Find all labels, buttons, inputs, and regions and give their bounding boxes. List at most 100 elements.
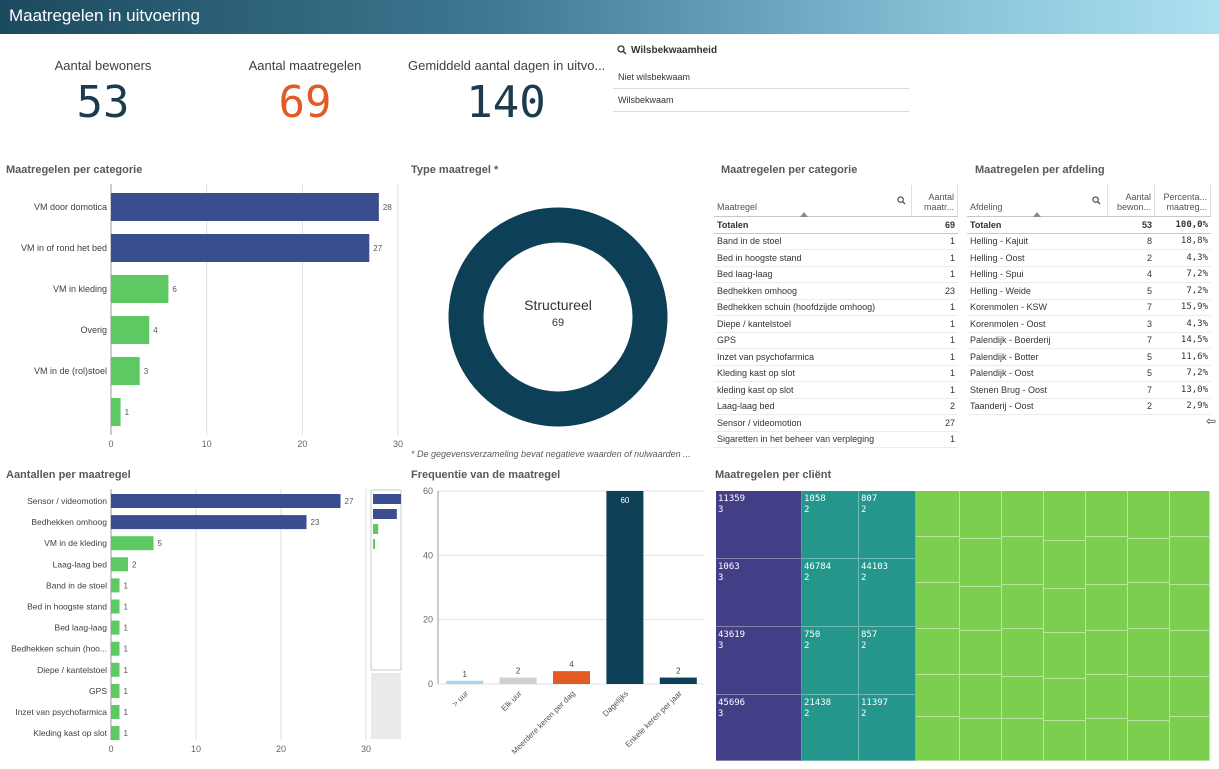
treemap-cell[interactable] xyxy=(916,675,960,717)
treemap-cell[interactable] xyxy=(916,491,960,537)
table-row[interactable]: Korenmolen - Oost 3 4,3% xyxy=(967,316,1211,333)
treemap-cell[interactable] xyxy=(960,631,1002,675)
treemap-cell[interactable] xyxy=(1170,677,1210,717)
treemap-cell[interactable] xyxy=(1002,585,1044,629)
table-row[interactable]: Palendijk - Boerderij 7 14,5% xyxy=(967,333,1211,349)
treemap-cell[interactable] xyxy=(1128,491,1170,539)
treemap-cell[interactable]: 46784 2 xyxy=(802,559,859,627)
treemap-cell[interactable] xyxy=(1170,537,1210,585)
treemap-cell[interactable]: 21438 2 xyxy=(802,695,859,761)
table-row[interactable]: Helling - Spui 4 7,2% xyxy=(967,267,1211,283)
table-row[interactable]: GPS 1 xyxy=(714,333,958,349)
treemap-cell[interactable] xyxy=(1044,541,1086,589)
treemap-cell[interactable] xyxy=(916,583,960,629)
col-maatregel[interactable]: Maatregel xyxy=(714,185,912,217)
treemap-cell[interactable] xyxy=(1002,629,1044,677)
cat-table[interactable]: Maatregel Aantal maatr... Totalen 69 Ban… xyxy=(714,185,958,448)
kpi-aantal-bewoners[interactable]: Aantal bewoners 53 xyxy=(30,58,176,127)
treemap-cell[interactable] xyxy=(916,717,960,761)
table-row[interactable]: Sensor / videomotion 27 xyxy=(714,415,958,432)
treemap-cell[interactable]: 43619 3 xyxy=(716,627,802,695)
search-icon[interactable] xyxy=(1092,196,1101,205)
treemap-cell[interactable] xyxy=(1002,537,1044,585)
treemap-cell[interactable] xyxy=(960,719,1002,761)
treemap-cell[interactable] xyxy=(1170,717,1210,761)
treemap-cell[interactable] xyxy=(960,539,1002,587)
treemap-cell[interactable] xyxy=(1086,491,1128,537)
col-percentage[interactable]: Percenta... maatreg... xyxy=(1155,185,1211,216)
treemap-cell[interactable]: 807 2 xyxy=(859,491,916,559)
treemap-cell[interactable] xyxy=(1044,721,1086,761)
treemap-cell[interactable] xyxy=(1002,719,1044,761)
treemap-cell[interactable] xyxy=(1170,585,1210,631)
treemap-cell[interactable] xyxy=(1002,491,1044,537)
table-row[interactable]: Helling - Oost 2 4,3% xyxy=(967,250,1211,267)
table-row[interactable]: Korenmolen - KSW 7 15,9% xyxy=(967,300,1211,316)
cat-bar-chart[interactable]: 0 10 20 30 VM door domotica 28 VM in of rond h… xyxy=(0,180,405,460)
table-row[interactable]: Bed in hoogste stand 1 xyxy=(714,250,958,267)
table-row[interactable]: kleding kast op slot 1 xyxy=(714,382,958,399)
kpi-gemiddeld-aantal-dagen[interactable]: Gemiddeld aantal dagen in uitvo... 140 xyxy=(408,58,604,127)
col-aantal[interactable]: Aantal maatr... xyxy=(912,185,958,216)
treemap-cell[interactable]: 45696 3 xyxy=(716,695,802,761)
treemap-cell[interactable] xyxy=(1086,719,1128,761)
treemap-cell[interactable] xyxy=(1170,631,1210,677)
table-row[interactable]: Bedhekken omhoog 23 xyxy=(714,283,958,300)
treemap-cell[interactable]: 11359 3 xyxy=(716,491,802,559)
treemap-cell[interactable] xyxy=(1086,585,1128,631)
filter-wilsbekwaamheid[interactable]: Wilsbekwaamheid Niet wilsbekwaam Wilsbek… xyxy=(613,40,909,112)
table-row[interactable]: Band in de stoel 1 xyxy=(714,234,958,250)
treemap-cell[interactable] xyxy=(960,491,1002,539)
treemap-cell[interactable] xyxy=(1086,631,1128,675)
search-icon[interactable] xyxy=(897,196,906,205)
table-row[interactable]: Palendijk - Oost 5 7,2% xyxy=(967,366,1211,382)
treemap-cell[interactable] xyxy=(1128,583,1170,629)
aantal-bar-chart[interactable]: 0 10 20 30 Sensor / videomotion 27 Bedhekken o… xyxy=(0,485,405,765)
treemap-green-area[interactable] xyxy=(916,491,1210,761)
treemap-cell[interactable] xyxy=(1044,633,1086,679)
treemap-cell[interactable] xyxy=(960,587,1002,631)
treemap-cell[interactable] xyxy=(1128,539,1170,583)
table-row[interactable]: Helling - Weide 5 7,2% xyxy=(967,283,1211,300)
table-row[interactable]: Inzet van psychofarmica 1 xyxy=(714,349,958,366)
filter-header[interactable]: Wilsbekwaamheid xyxy=(613,40,909,60)
table-row[interactable]: Diepe / kantelstoel 1 xyxy=(714,316,958,333)
table-row[interactable]: Helling - Kajuit 8 18,8% xyxy=(967,234,1211,250)
treemap-cell[interactable]: 1063 3 xyxy=(716,559,802,627)
table-row[interactable]: Taanderij - Oost 2 2,9% xyxy=(967,399,1211,415)
table-row[interactable]: Bedhekken schuin (hoofdzijde omhoog) 1 xyxy=(714,300,958,316)
table-row[interactable]: Palendijk - Botter 5 11,6% xyxy=(967,349,1211,366)
freq-bar-chart[interactable]: 0 20 40 60 1 > uur 2 Elk uur 4 Meerdere keren per… xyxy=(410,485,710,765)
treemap-cell[interactable] xyxy=(1128,677,1170,721)
client-treemap[interactable]: 11359 3 1058 2 807 2 1063 3 46784 2 44103 2 43619 3 75… xyxy=(716,491,1210,761)
treemap-cell[interactable] xyxy=(1044,589,1086,633)
treemap-cell[interactable]: 857 2 xyxy=(859,627,916,695)
treemap-cell[interactable] xyxy=(960,675,1002,719)
table-row[interactable]: Sigaretten in het beheer van verpleging 1 xyxy=(714,432,958,448)
kpi-aantal-maatregelen[interactable]: Aantal maatregelen 69 xyxy=(232,58,378,127)
filter-item[interactable]: Niet wilsbekwaam xyxy=(613,66,909,89)
treemap-cell[interactable]: 11397 2 xyxy=(859,695,916,761)
afd-table[interactable]: Afdeling Aantal bewon... Percenta... maa… xyxy=(967,185,1211,415)
table-row[interactable]: Laag-laag bed 2 xyxy=(714,399,958,415)
treemap-cell[interactable] xyxy=(1002,677,1044,719)
treemap-cell[interactable] xyxy=(1086,675,1128,719)
table-row[interactable]: Kleding kast op slot 1 xyxy=(714,366,958,382)
col-aantal-bewoners[interactable]: Aantal bewon... xyxy=(1108,185,1155,216)
treemap-cell[interactable] xyxy=(1086,537,1128,585)
treemap-cell[interactable] xyxy=(1128,629,1170,677)
table-row[interactable]: Bed laag-laag 1 xyxy=(714,267,958,283)
treemap-cell[interactable]: 44103 2 xyxy=(859,559,916,627)
donut-chart[interactable]: Structureel 69 xyxy=(410,180,710,450)
filter-item[interactable]: Wilsbekwaam xyxy=(613,89,909,112)
treemap-cell[interactable] xyxy=(916,629,960,675)
treemap-cell[interactable] xyxy=(1128,721,1170,761)
treemap-cell[interactable] xyxy=(1044,679,1086,721)
col-afdeling[interactable]: Afdeling xyxy=(967,185,1108,217)
treemap-cell[interactable]: 1058 2 xyxy=(802,491,859,559)
treemap-cell[interactable] xyxy=(1170,491,1210,537)
table-row[interactable]: Stenen Brug - Oost 7 13,0% xyxy=(967,382,1211,399)
treemap-cell[interactable] xyxy=(916,537,960,583)
donut-slice-structureel[interactable] xyxy=(448,207,668,427)
treemap-cell[interactable] xyxy=(1044,491,1086,541)
